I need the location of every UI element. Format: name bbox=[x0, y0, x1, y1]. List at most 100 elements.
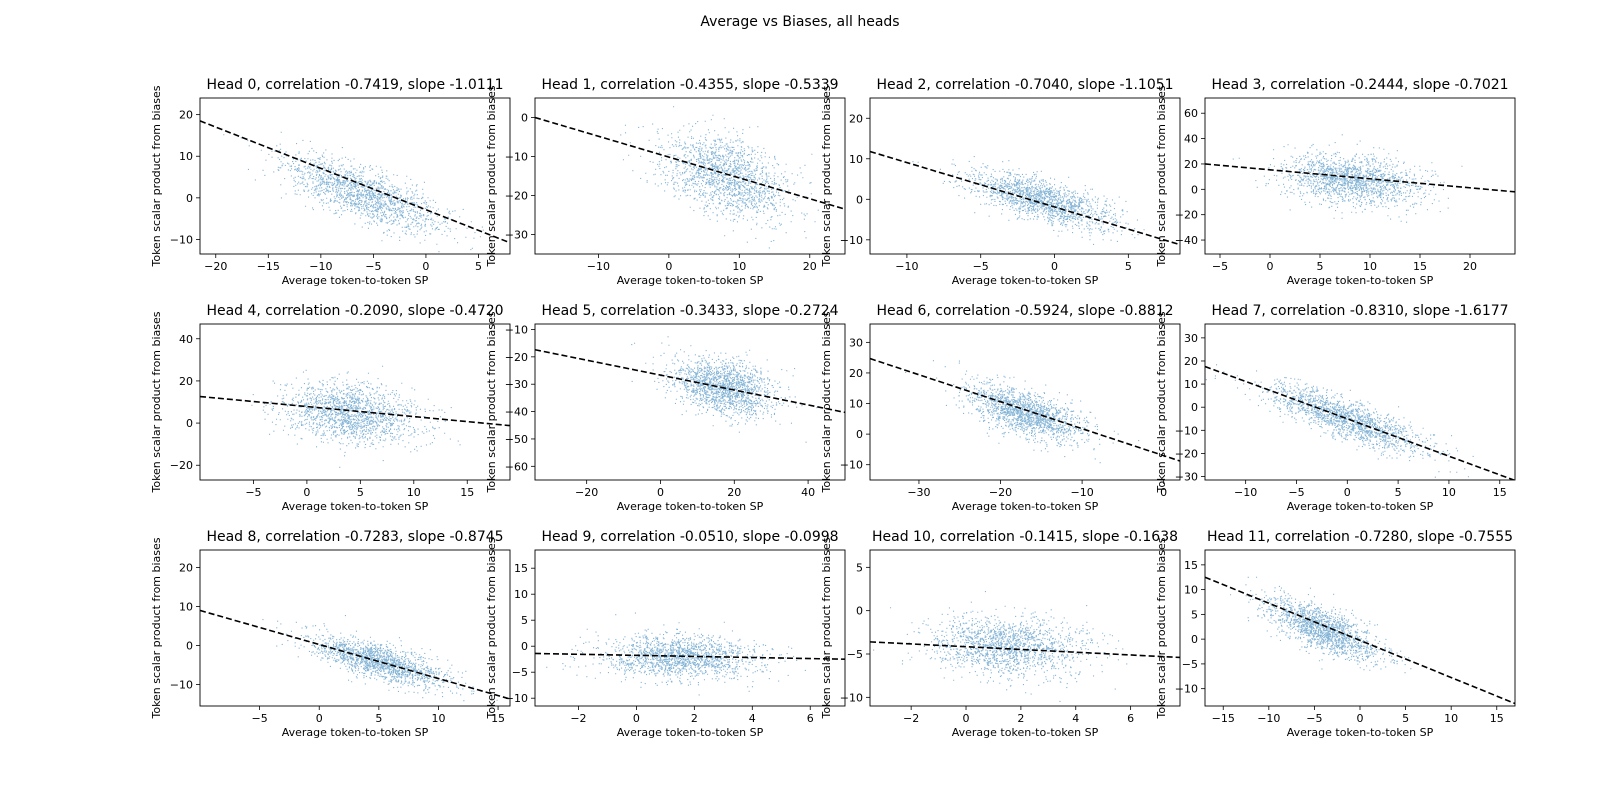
y-axis-label: Token scalar product from biases bbox=[820, 311, 833, 493]
x-axis-label: Average token-to-token SP bbox=[282, 500, 429, 513]
panel-head-0: Head 0, correlation -0.7419, slope -1.01… bbox=[150, 77, 511, 287]
x-tick-label: 0 bbox=[316, 712, 323, 725]
fit-line bbox=[200, 120, 510, 244]
axes-frame bbox=[869, 549, 1181, 707]
fit-line bbox=[870, 641, 1180, 659]
x-tick-label: 0 bbox=[633, 712, 640, 725]
x-tick-label: −2 bbox=[903, 712, 919, 725]
scatter-points bbox=[1230, 576, 1412, 674]
x-tick-label: −5 bbox=[973, 260, 989, 273]
scatter-points bbox=[873, 591, 1128, 702]
x-tick-label: −15 bbox=[1212, 712, 1235, 725]
y-tick-label: 15 bbox=[514, 562, 528, 575]
y-axis-label: Token scalar product from biases bbox=[485, 537, 498, 719]
y-tick-label: 20 bbox=[1184, 158, 1198, 171]
y-tick-label: −5 bbox=[512, 666, 528, 679]
axes-frame bbox=[534, 549, 846, 707]
x-tick-label: 0 bbox=[665, 260, 672, 273]
axes-frame bbox=[1204, 549, 1516, 707]
x-axis-label: Average token-to-token SP bbox=[952, 726, 1099, 739]
scatter-point bbox=[905, 360, 1140, 464]
y-tick-label: −20 bbox=[1175, 209, 1198, 222]
x-tick-label: −10 bbox=[587, 260, 610, 273]
x-tick-label: 20 bbox=[803, 260, 817, 273]
scatter-points bbox=[620, 106, 826, 249]
y-tick-label: −20 bbox=[505, 351, 528, 364]
y-tick-label: 20 bbox=[1184, 355, 1198, 368]
scatter-point bbox=[262, 615, 498, 702]
scatter-point bbox=[620, 106, 826, 249]
x-tick-label: 15 bbox=[1493, 486, 1507, 499]
x-tick-label: −10 bbox=[1257, 712, 1280, 725]
y-tick-label: −20 bbox=[1175, 447, 1198, 460]
scatter-points bbox=[223, 131, 491, 254]
scatter-points bbox=[1232, 134, 1463, 223]
panel-head-11: Head 11, correlation -0.7280, slope -0.7… bbox=[1155, 529, 1516, 739]
axes-frame bbox=[1204, 97, 1516, 255]
y-tick-label: 10 bbox=[514, 588, 528, 601]
x-tick-label: −10 bbox=[1070, 486, 1093, 499]
axes-frame bbox=[199, 549, 511, 707]
panel-title: Head 2, correlation -0.7040, slope -1.10… bbox=[876, 77, 1173, 93]
y-tick-label: 20 bbox=[179, 562, 193, 575]
y-tick-label: 0 bbox=[1191, 183, 1198, 196]
x-tick-label: 4 bbox=[1072, 712, 1079, 725]
x-axis-label: Average token-to-token SP bbox=[617, 500, 764, 513]
x-tick-label: 2 bbox=[691, 712, 698, 725]
scatter-point bbox=[912, 156, 1160, 245]
y-tick-label: −30 bbox=[505, 229, 528, 242]
x-tick-label: 5 bbox=[1402, 712, 1409, 725]
x-tick-label: 6 bbox=[1127, 712, 1134, 725]
x-tick-label: −10 bbox=[309, 260, 332, 273]
x-tick-label: −20 bbox=[204, 260, 227, 273]
x-tick-label: 15 bbox=[1413, 260, 1427, 273]
y-tick-label: −10 bbox=[840, 691, 863, 704]
panel-title: Head 5, correlation -0.3433, slope -0.27… bbox=[541, 303, 838, 319]
y-tick-label: 0 bbox=[1191, 401, 1198, 414]
y-tick-label: −5 bbox=[1182, 658, 1198, 671]
x-tick-label: −15 bbox=[257, 260, 280, 273]
scatter-point bbox=[631, 336, 818, 443]
y-tick-label: 10 bbox=[179, 601, 193, 614]
x-axis-label: Average token-to-token SP bbox=[282, 274, 429, 287]
fit-line bbox=[870, 357, 1180, 462]
x-tick-label: −30 bbox=[907, 486, 930, 499]
axes-frame bbox=[199, 97, 511, 255]
y-tick-label: −10 bbox=[505, 323, 528, 336]
fit-line bbox=[200, 609, 510, 700]
y-tick-label: −10 bbox=[840, 234, 863, 247]
panel-head-1: Head 1, correlation -0.4355, slope -0.53… bbox=[485, 77, 846, 287]
panel-title: Head 7, correlation -0.8310, slope -1.61… bbox=[1211, 303, 1508, 319]
x-tick-label: 5 bbox=[1395, 486, 1402, 499]
fit-line bbox=[870, 150, 1180, 246]
y-tick-label: −50 bbox=[505, 433, 528, 446]
x-tick-label: −10 bbox=[1234, 486, 1257, 499]
y-tick-label: 0 bbox=[1191, 633, 1198, 646]
y-axis-label: Token scalar product from biases bbox=[1155, 537, 1168, 719]
x-axis-label: Average token-to-token SP bbox=[617, 726, 764, 739]
x-tick-label: 15 bbox=[1490, 712, 1504, 725]
fit-line bbox=[1205, 576, 1515, 705]
x-tick-label: 10 bbox=[1442, 486, 1456, 499]
panel-title: Head 8, correlation -0.7283, slope -0.87… bbox=[206, 529, 503, 545]
panels: Head 0, correlation -0.7419, slope -1.01… bbox=[150, 77, 1516, 739]
x-tick-label: 5 bbox=[357, 486, 364, 499]
x-tick-label: 0 bbox=[1267, 260, 1274, 273]
y-tick-label: 0 bbox=[186, 417, 193, 430]
y-tick-label: −10 bbox=[840, 459, 863, 472]
panel-title: Head 6, correlation -0.5924, slope -0.88… bbox=[876, 303, 1173, 319]
axes-frame bbox=[869, 97, 1181, 255]
y-axis-label: Token scalar product from biases bbox=[820, 85, 833, 267]
y-tick-label: −10 bbox=[170, 679, 193, 692]
panel-head-10: Head 10, correlation -0.1415, slope -0.1… bbox=[820, 529, 1181, 739]
x-tick-label: 20 bbox=[1463, 260, 1477, 273]
y-tick-label: 40 bbox=[179, 333, 193, 346]
panel-title: Head 10, correlation -0.1415, slope -0.1… bbox=[872, 529, 1178, 545]
scatter-point bbox=[1205, 364, 1474, 478]
x-tick-label: 0 bbox=[1357, 712, 1364, 725]
panel-title: Head 4, correlation -0.2090, slope -0.47… bbox=[206, 303, 503, 319]
y-tick-label: −30 bbox=[505, 378, 528, 391]
fit-line bbox=[1205, 365, 1515, 480]
